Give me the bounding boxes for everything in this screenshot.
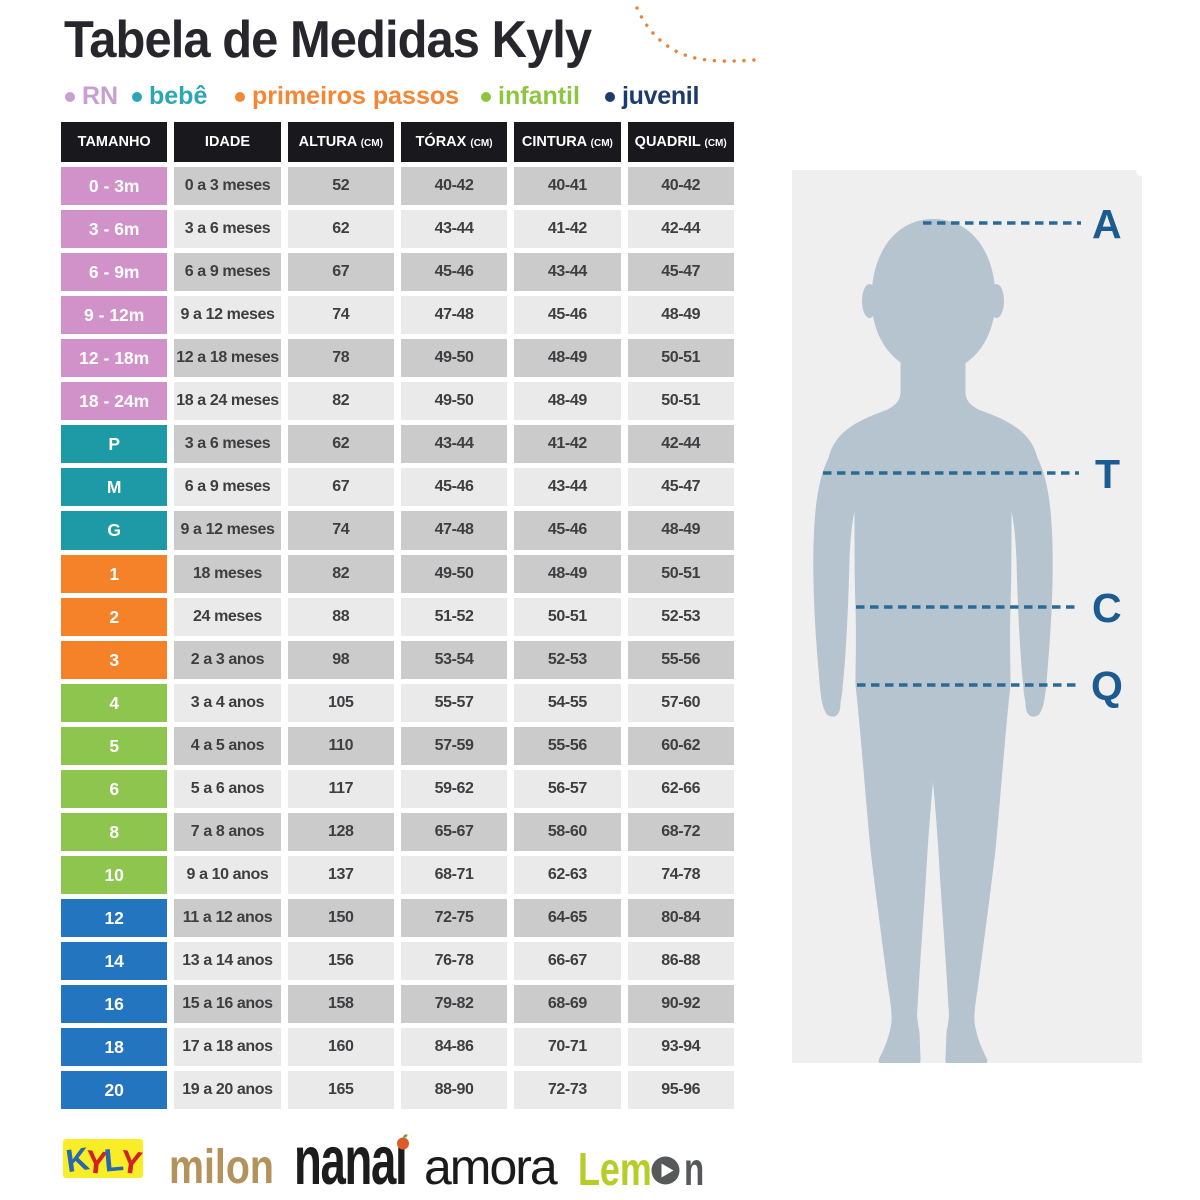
- svg-text:C: C: [1092, 585, 1122, 631]
- svg-text:Q: Q: [1091, 663, 1123, 709]
- svg-text:T: T: [1095, 451, 1120, 497]
- svg-text:A: A: [1092, 201, 1122, 247]
